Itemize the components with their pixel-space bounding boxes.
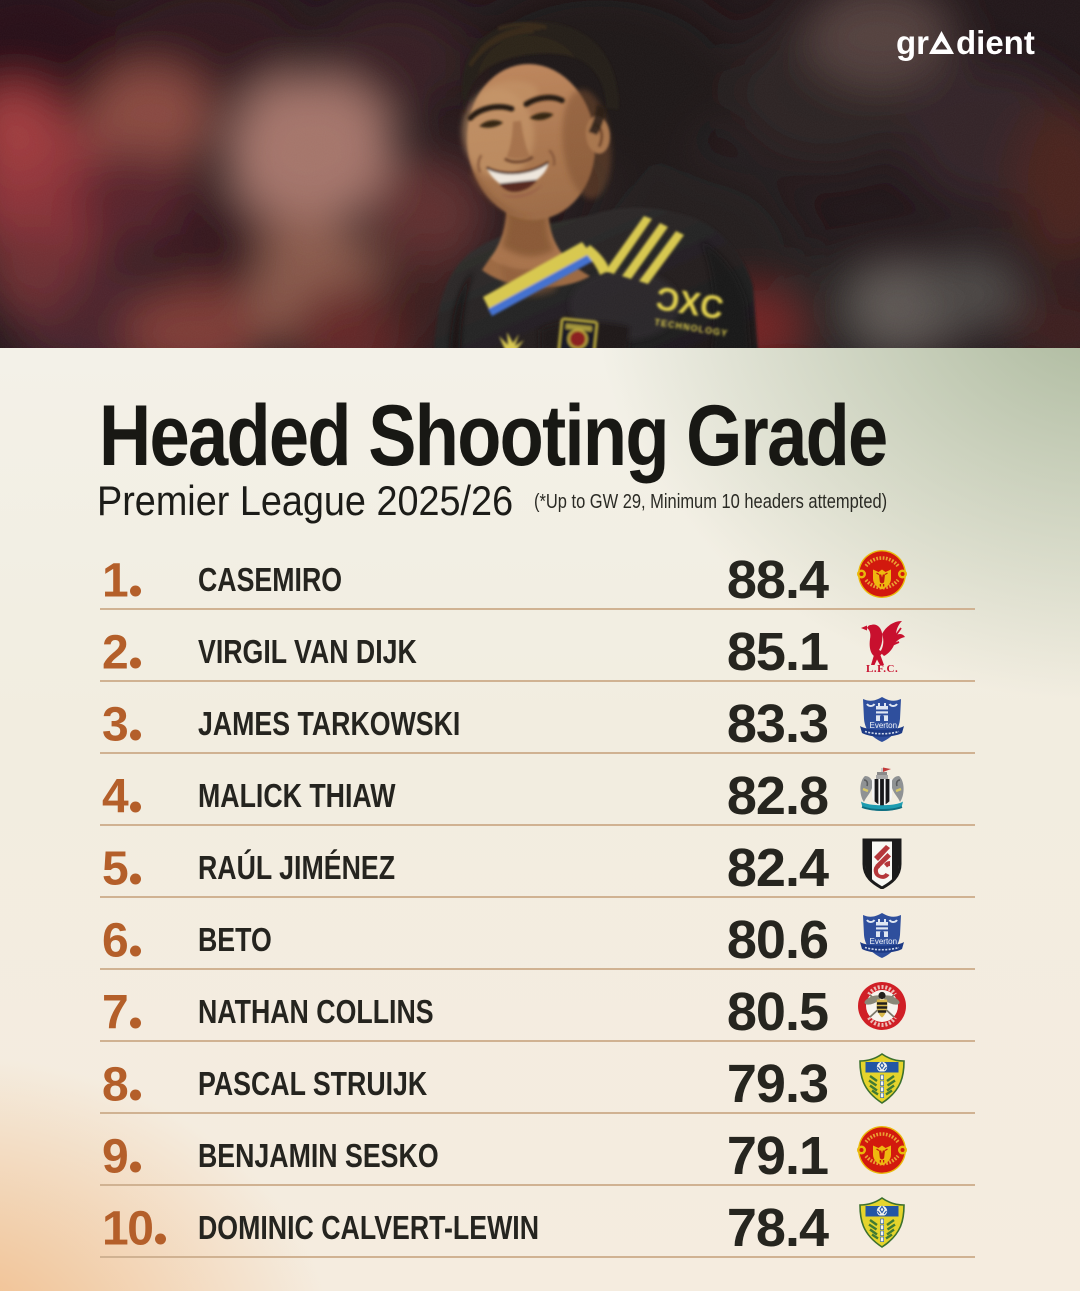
svg-text:gr: gr [896, 24, 929, 61]
svg-text:dient: dient [956, 24, 1035, 61]
